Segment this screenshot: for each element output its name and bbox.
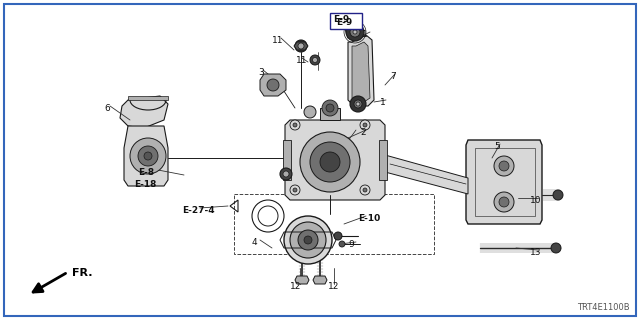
- Text: 3: 3: [258, 68, 264, 77]
- Text: 10: 10: [530, 196, 541, 205]
- Text: 5: 5: [494, 142, 500, 151]
- Text: 12: 12: [328, 282, 339, 291]
- Circle shape: [553, 190, 563, 200]
- Text: 7: 7: [390, 72, 396, 81]
- Text: 13: 13: [530, 248, 541, 257]
- Text: E-18: E-18: [134, 180, 156, 189]
- Circle shape: [298, 43, 304, 49]
- Circle shape: [494, 192, 514, 212]
- Circle shape: [334, 232, 342, 240]
- Circle shape: [138, 146, 158, 166]
- Circle shape: [295, 40, 307, 52]
- Circle shape: [293, 188, 297, 192]
- Circle shape: [293, 123, 297, 127]
- Circle shape: [353, 30, 357, 34]
- Circle shape: [339, 241, 345, 247]
- Text: 4: 4: [252, 238, 258, 247]
- Circle shape: [310, 142, 350, 182]
- Circle shape: [360, 185, 370, 195]
- Text: E-10: E-10: [358, 214, 380, 223]
- Circle shape: [290, 222, 326, 258]
- Circle shape: [346, 23, 364, 41]
- Circle shape: [298, 230, 318, 250]
- Circle shape: [312, 58, 317, 62]
- Text: 1: 1: [380, 98, 386, 107]
- Circle shape: [360, 120, 370, 130]
- Polygon shape: [124, 126, 168, 186]
- Polygon shape: [466, 140, 542, 224]
- Circle shape: [356, 102, 360, 106]
- Polygon shape: [128, 96, 168, 100]
- Polygon shape: [352, 42, 370, 102]
- Text: E-9: E-9: [333, 15, 349, 24]
- Circle shape: [354, 100, 362, 108]
- Polygon shape: [285, 120, 385, 200]
- Circle shape: [499, 161, 509, 171]
- Text: 9: 9: [348, 240, 354, 249]
- Text: TRT4E1100B: TRT4E1100B: [577, 303, 630, 312]
- Circle shape: [326, 104, 334, 112]
- Circle shape: [290, 120, 300, 130]
- Circle shape: [350, 27, 360, 37]
- Circle shape: [322, 100, 338, 116]
- Circle shape: [499, 197, 509, 207]
- Polygon shape: [283, 140, 291, 180]
- Polygon shape: [120, 96, 168, 128]
- Circle shape: [300, 132, 360, 192]
- Text: E-27-4: E-27-4: [182, 206, 214, 215]
- Circle shape: [363, 123, 367, 127]
- Text: E-8: E-8: [138, 168, 154, 177]
- Text: 1: 1: [362, 30, 368, 39]
- Circle shape: [283, 171, 289, 177]
- Circle shape: [252, 200, 284, 232]
- Circle shape: [280, 168, 292, 180]
- Text: FR.: FR.: [72, 268, 93, 278]
- Circle shape: [267, 79, 279, 91]
- Circle shape: [284, 216, 332, 264]
- Circle shape: [290, 185, 300, 195]
- FancyBboxPatch shape: [330, 13, 362, 29]
- Bar: [234, 194, 434, 254]
- Text: 11: 11: [272, 36, 284, 45]
- Polygon shape: [313, 276, 327, 284]
- Circle shape: [304, 106, 316, 118]
- Polygon shape: [260, 74, 286, 96]
- Circle shape: [130, 138, 166, 174]
- Text: 6: 6: [104, 104, 109, 113]
- Polygon shape: [379, 140, 387, 180]
- Circle shape: [320, 152, 340, 172]
- Text: E-9: E-9: [336, 18, 352, 27]
- Circle shape: [304, 236, 312, 244]
- Polygon shape: [294, 42, 308, 50]
- Circle shape: [144, 152, 152, 160]
- Text: 12: 12: [290, 282, 301, 291]
- Polygon shape: [295, 276, 309, 284]
- Circle shape: [494, 156, 514, 176]
- Polygon shape: [348, 35, 374, 106]
- Circle shape: [350, 96, 366, 112]
- Polygon shape: [320, 108, 340, 120]
- Polygon shape: [385, 155, 468, 194]
- Circle shape: [310, 55, 320, 65]
- Circle shape: [363, 188, 367, 192]
- Circle shape: [551, 243, 561, 253]
- Text: 11: 11: [296, 56, 307, 65]
- Text: 2: 2: [360, 128, 365, 137]
